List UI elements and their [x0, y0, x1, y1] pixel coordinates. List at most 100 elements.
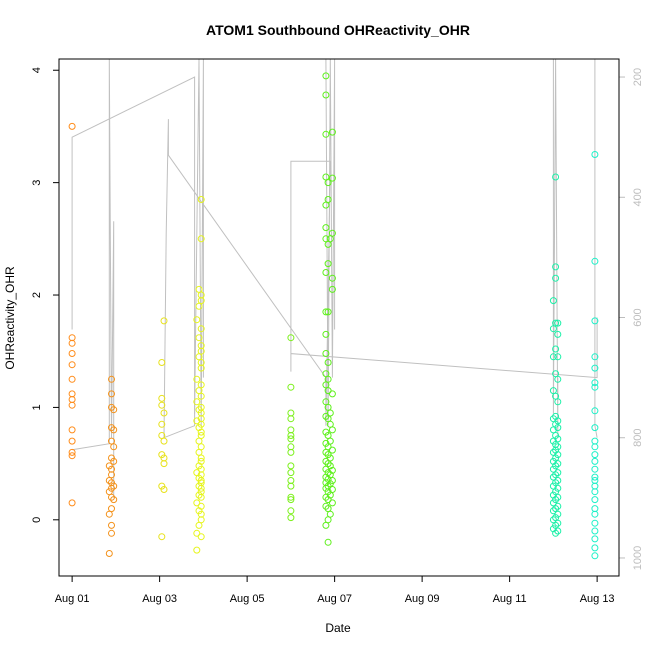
- data-point: [591, 473, 599, 481]
- data-point: [591, 552, 599, 560]
- data-point: [328, 390, 336, 398]
- data-point: [160, 317, 168, 325]
- data-point: [197, 533, 205, 541]
- data-point: [197, 364, 205, 372]
- data-point: [197, 484, 205, 492]
- data-point: [591, 488, 599, 496]
- data-point: [68, 437, 76, 445]
- data-point: [324, 308, 332, 316]
- data-point: [591, 353, 599, 361]
- data-point: [108, 375, 115, 383]
- data-point: [554, 477, 562, 484]
- data-point: [554, 319, 562, 327]
- x-tick-label: Aug 07: [317, 593, 352, 605]
- data-point: [158, 359, 166, 366]
- data-point: [552, 263, 560, 271]
- data-point: [328, 285, 336, 293]
- data-point: [322, 91, 330, 99]
- data-point: [158, 533, 166, 541]
- data-point: [328, 274, 336, 282]
- data-point: [324, 387, 332, 395]
- x-tick-label: Aug 05: [230, 593, 265, 605]
- x-axis-label: Date: [325, 621, 351, 635]
- y-tick-label: 1: [31, 404, 43, 410]
- pressure-track-line: [594, 59, 598, 438]
- data-point: [193, 546, 201, 554]
- data-point: [322, 130, 330, 138]
- data-point: [328, 499, 336, 507]
- data-point: [160, 437, 168, 445]
- y-axis-label: OHReactivity_OHR: [3, 266, 17, 370]
- y-tick-label: 0: [31, 517, 43, 523]
- data-point: [591, 544, 599, 552]
- data-point: [110, 426, 118, 434]
- data-point: [552, 529, 560, 537]
- y-tick-label: 2: [31, 292, 43, 298]
- x-tick-label: Aug 09: [405, 593, 440, 605]
- data-point: [197, 196, 205, 203]
- data-point: [105, 550, 113, 557]
- data-point: [105, 510, 113, 518]
- data-point: [322, 350, 330, 357]
- data-point: [322, 72, 330, 80]
- data-point: [324, 359, 332, 366]
- data-point: [287, 334, 295, 342]
- data-point: [328, 446, 336, 454]
- data-point: [322, 308, 330, 316]
- data-point: [552, 173, 560, 181]
- data-point: [591, 510, 599, 518]
- data-points-layer: [68, 72, 599, 560]
- right-tick-label: 1000: [632, 546, 644, 570]
- data-point: [552, 345, 560, 353]
- data-point: [554, 502, 562, 510]
- data-point: [324, 260, 332, 268]
- data-point: [160, 409, 168, 417]
- data-point: [322, 224, 330, 232]
- data-point: [328, 174, 336, 182]
- data-point: [105, 477, 113, 484]
- data-point: [287, 507, 295, 515]
- data-point: [287, 482, 295, 490]
- data-point: [322, 493, 330, 501]
- data-point: [324, 496, 332, 504]
- x-tick-label: Aug 11: [493, 593, 527, 605]
- data-point: [195, 334, 203, 342]
- data-point: [287, 462, 295, 470]
- data-point: [326, 462, 334, 470]
- data-point: [110, 482, 118, 490]
- data-point: [287, 493, 295, 501]
- data-point: [591, 424, 599, 432]
- data-point: [108, 424, 115, 432]
- chart-title: ATOM1 Southbound OHReactivity_OHR: [206, 22, 470, 38]
- y-tick-label: 4: [31, 67, 43, 73]
- data-point: [554, 493, 562, 501]
- data-point: [324, 196, 332, 203]
- data-point: [554, 353, 562, 361]
- data-point: [108, 529, 115, 537]
- data-point: [326, 235, 334, 243]
- data-point: [110, 496, 118, 504]
- data-point: [108, 403, 115, 411]
- data-point: [591, 519, 599, 527]
- data-point: [591, 496, 599, 504]
- data-point: [110, 457, 118, 465]
- data-point: [591, 451, 599, 459]
- data-point: [197, 428, 205, 436]
- data-point: [68, 122, 76, 130]
- data-point: [108, 493, 115, 501]
- data-point: [591, 407, 599, 415]
- data-point: [197, 493, 205, 501]
- data-point: [549, 297, 557, 305]
- data-point: [160, 460, 168, 468]
- data-point: [322, 521, 330, 529]
- data-point: [193, 529, 201, 537]
- data-point: [110, 406, 118, 414]
- data-point: [287, 514, 295, 522]
- data-point: [160, 486, 168, 493]
- data-point: [68, 361, 76, 369]
- data-point: [287, 383, 295, 391]
- data-point: [322, 457, 330, 465]
- data-point: [549, 325, 557, 333]
- data-point: [193, 499, 201, 507]
- data-point: [554, 469, 562, 477]
